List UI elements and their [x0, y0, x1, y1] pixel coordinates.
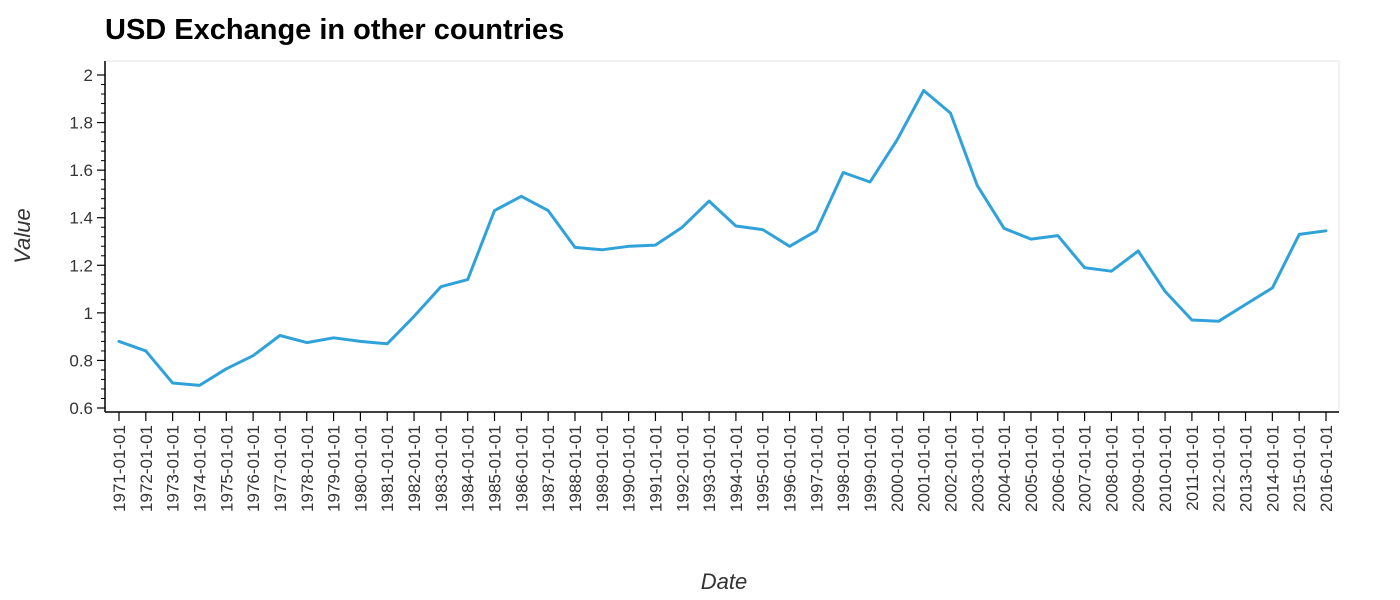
x-tick-label: 1979-01-01 — [325, 425, 344, 512]
x-tick-label: 2001-01-01 — [915, 425, 934, 512]
x-tick-label: 2006-01-01 — [1049, 425, 1068, 512]
x-tick-label: 1983-01-01 — [432, 425, 451, 512]
x-tick-label: 1976-01-01 — [244, 425, 263, 512]
y-axis: 0.6 0.8 1 1.2 1.4 1.6 1.8 2 — [69, 61, 106, 418]
x-tick-label: 1977-01-01 — [271, 425, 290, 512]
x-tick-label: 2009-01-01 — [1129, 425, 1148, 512]
y-tick-label: 1.4 — [69, 209, 93, 228]
y-tick-label: 1.2 — [69, 256, 93, 275]
x-tick-label: 1990-01-01 — [620, 425, 639, 512]
x-tick-label: 1978-01-01 — [298, 425, 317, 512]
x-tick-label: 1987-01-01 — [539, 425, 558, 512]
x-tick-label: 1981-01-01 — [378, 425, 397, 512]
x-tick-label: 2015-01-01 — [1290, 425, 1309, 512]
x-tick-label: 2013-01-01 — [1237, 425, 1256, 512]
x-tick-label: 1992-01-01 — [673, 425, 692, 512]
x-tick-label: 2007-01-01 — [1076, 425, 1095, 512]
x-tick-label: 1996-01-01 — [781, 425, 800, 512]
x-tick-label: 1999-01-01 — [861, 425, 880, 512]
plot-area — [104, 60, 1340, 413]
x-tick-label: 2014-01-01 — [1263, 425, 1282, 512]
x-tick-label: 1982-01-01 — [405, 425, 424, 512]
x-tick-label: 2008-01-01 — [1102, 425, 1121, 512]
x-tick-label: 1988-01-01 — [566, 425, 585, 512]
y-axis-label: Value — [10, 208, 35, 263]
x-axis-label: Date — [701, 569, 747, 594]
x-axis: 1971-01-01 1972-01-01 1973-01-01 1974-01-01… — [105, 411, 1339, 512]
x-tick-label: 2005-01-01 — [1022, 425, 1041, 512]
x-tick-label: 1986-01-01 — [512, 425, 531, 512]
x-tick-label: 1973-01-01 — [164, 425, 183, 512]
y-tick-label: 0.8 — [69, 351, 93, 370]
x-tick-label: 2000-01-01 — [888, 425, 907, 512]
x-tick-label: 1974-01-01 — [190, 425, 209, 512]
x-tick-label: 2004-01-01 — [995, 425, 1014, 512]
x-tick-label: 1989-01-01 — [593, 425, 612, 512]
x-tick-label: 1995-01-01 — [754, 425, 773, 512]
x-tick-label: 1998-01-01 — [834, 425, 853, 512]
x-tick-label: 1975-01-01 — [217, 425, 236, 512]
x-tick-label: 2002-01-01 — [941, 425, 960, 512]
y-tick-label: 0.6 — [69, 399, 93, 418]
x-tick-label: 1993-01-01 — [700, 425, 719, 512]
x-tick-label: 2010-01-01 — [1156, 425, 1175, 512]
y-tick-label: 1.8 — [69, 114, 93, 133]
y-tick-label: 2 — [84, 66, 93, 85]
x-tick-label: 1972-01-01 — [137, 425, 156, 512]
x-tick-label: 2012-01-01 — [1210, 425, 1229, 512]
chart-title: USD Exchange in other countries — [105, 14, 565, 46]
x-tick-label: 1985-01-01 — [486, 425, 505, 512]
x-tick-label: 1971-01-01 — [110, 425, 129, 512]
x-tick-label: 1984-01-01 — [459, 425, 478, 512]
series-line — [117, 89, 1328, 387]
x-tick-label: 2016-01-01 — [1317, 425, 1336, 512]
x-tick-label: 2011-01-01 — [1183, 425, 1202, 511]
x-tick-label: 1991-01-01 — [646, 425, 665, 512]
y-tick-label: 1 — [84, 304, 93, 323]
x-tick-label: 2003-01-01 — [968, 425, 987, 512]
x-tick-label: 1980-01-01 — [351, 425, 370, 512]
x-tick-label: 1994-01-01 — [727, 425, 746, 512]
x-tick-label: 1997-01-01 — [807, 425, 826, 512]
y-tick-label: 1.6 — [69, 161, 93, 180]
